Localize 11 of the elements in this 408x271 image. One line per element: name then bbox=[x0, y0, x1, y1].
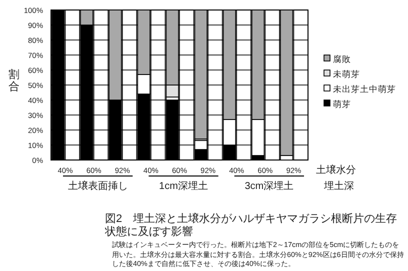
legend-label: 未出芽土中萌芽 bbox=[333, 84, 396, 94]
text: 3cm深埋土 bbox=[244, 180, 294, 192]
text: 図2 埋土深と土壌水分がハルザキヤマガラシ根断片の生存状態に及ぼす影響 bbox=[105, 213, 398, 239]
legend-label: 腐敗 bbox=[333, 54, 351, 64]
text: 埋土深 bbox=[323, 180, 354, 192]
text: 土壌表面挿し bbox=[68, 180, 128, 192]
legend-label: 萌芽 bbox=[333, 99, 351, 109]
y-axis-title: 割合 bbox=[8, 68, 20, 93]
legend-label: 未萌芽 bbox=[333, 69, 360, 79]
text: 1cm深埋土 bbox=[159, 180, 208, 192]
x-axis-title: 土壌水分 bbox=[316, 164, 356, 176]
